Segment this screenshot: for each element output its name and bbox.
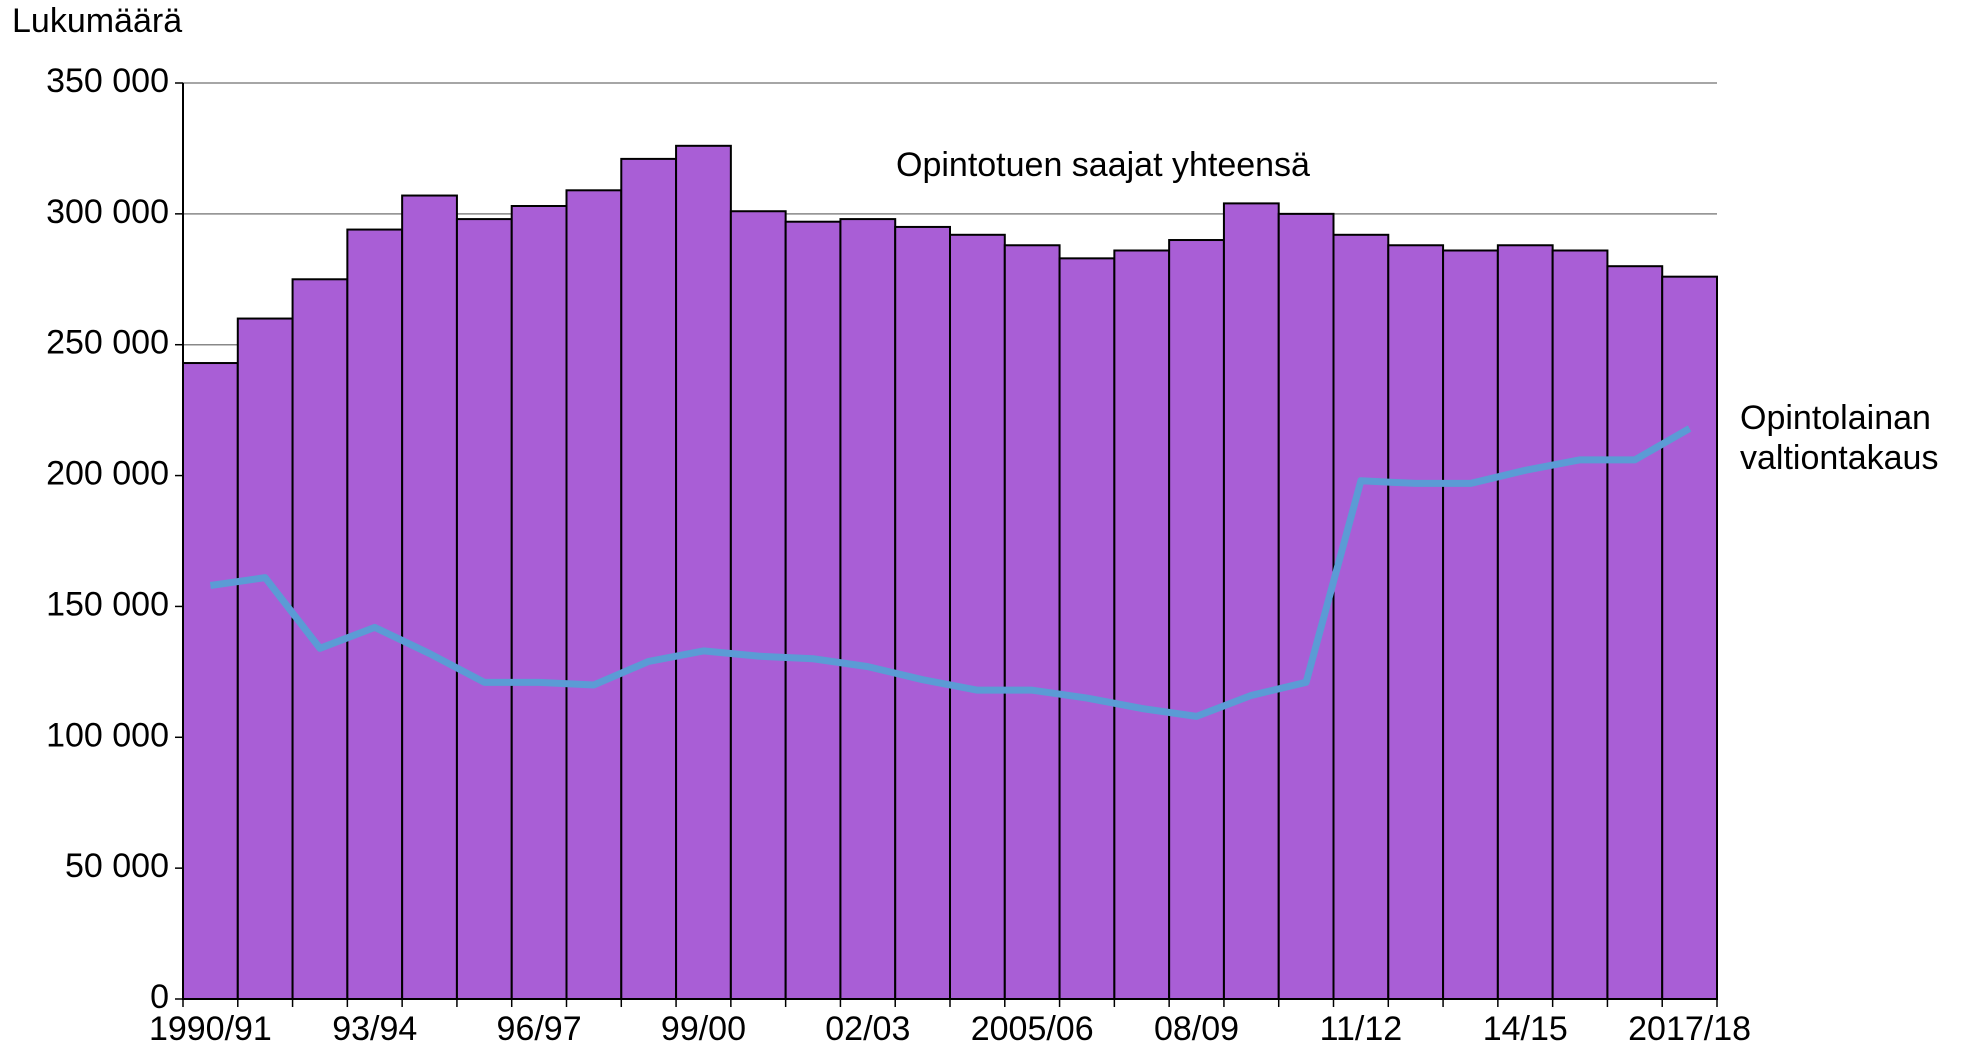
y-tick-label: 100 000 xyxy=(46,716,169,754)
bar xyxy=(675,144,732,1001)
bar xyxy=(236,317,294,1000)
x-tick-label: 08/09 xyxy=(1154,1010,1239,1048)
bar xyxy=(565,189,623,1000)
bar xyxy=(1222,202,1280,1001)
bar xyxy=(729,210,787,1001)
x-tick-label: 99/00 xyxy=(661,1010,746,1048)
y-tick-label: 150 000 xyxy=(46,585,169,623)
bar xyxy=(1058,257,1116,1000)
y-tick-label: 250 000 xyxy=(46,324,169,362)
y-tick-label: 200 000 xyxy=(46,455,169,493)
line xyxy=(209,425,1692,720)
bar xyxy=(894,225,952,1000)
x-tick-label: 2017/18 xyxy=(1628,1010,1751,1048)
bar xyxy=(510,205,568,1000)
bar xyxy=(839,218,897,1000)
bar xyxy=(1003,244,1061,1000)
bar xyxy=(784,220,842,1001)
bar xyxy=(346,228,404,1000)
bar xyxy=(949,233,1006,1000)
bar xyxy=(1551,249,1609,1001)
bar xyxy=(1332,233,1390,1000)
y-tick-label: 50 000 xyxy=(65,847,169,885)
bar xyxy=(1661,275,1718,1000)
x-tick-label: 96/97 xyxy=(497,1010,582,1048)
bar xyxy=(1168,239,1225,1000)
y-tick-label: 0 xyxy=(150,978,169,1016)
bar xyxy=(1387,244,1445,1000)
x-tick-label: 1990/91 xyxy=(149,1010,272,1048)
x-tick-label: 93/94 xyxy=(332,1010,417,1048)
bar xyxy=(182,362,239,1000)
y-tick-label: 300 000 xyxy=(46,193,169,231)
x-tick-label: 14/15 xyxy=(1483,1010,1568,1048)
bar xyxy=(1496,244,1554,1000)
bar xyxy=(1113,249,1171,1001)
bar xyxy=(1606,265,1664,1000)
y-axis-label: Lukumäärä xyxy=(12,2,182,40)
line-series-label: Opintolainan valtiontakaus xyxy=(1740,399,1939,477)
x-tick-label: 2005/06 xyxy=(971,1010,1094,1048)
x-tick-label: 11/12 xyxy=(1320,1010,1403,1048)
bar xyxy=(620,157,678,1000)
y-tick-label: 350 000 xyxy=(46,62,169,100)
x-tick-label: 02/03 xyxy=(825,1010,910,1048)
bar xyxy=(401,194,458,1000)
bar xyxy=(1442,249,1499,1001)
bar-series-label: Opintotuen saajat yhteensä xyxy=(896,146,1310,184)
bar xyxy=(455,218,513,1000)
